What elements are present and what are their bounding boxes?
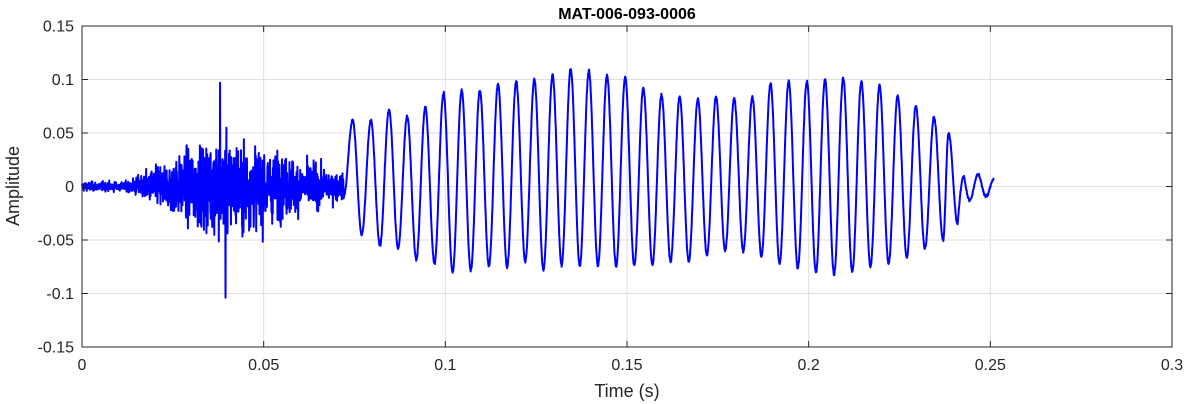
y-tick-label: -0.15 (38, 340, 75, 357)
y-tick-label: 0.05 (43, 126, 74, 143)
x-tick-label: 0 (78, 357, 87, 374)
x-tick-label: 0.15 (611, 357, 642, 374)
chart-title: MAT-006-093-0006 (558, 6, 696, 23)
x-tick-label: 0.05 (248, 357, 279, 374)
x-tick-label: 0.25 (975, 357, 1006, 374)
waveform-series (81, 68, 995, 299)
y-axis-label: Amplitude (3, 146, 23, 226)
y-tick-label: 0.15 (43, 19, 74, 36)
x-tick-label: 0.2 (798, 357, 820, 374)
x-tick-label: 0.3 (1161, 357, 1183, 374)
y-tick-label: -0.1 (46, 286, 74, 303)
y-tick-label: 0.1 (52, 72, 74, 89)
ticks: 0 0.05 0.1 0.15 0.2 0.25 0.3 -0.15 -0.1 -0.05 0 0.0… (38, 19, 1184, 375)
y-tick-label: 0 (65, 179, 74, 196)
x-axis-label: Time (s) (594, 381, 659, 401)
x-tick-label: 0.1 (434, 357, 456, 374)
y-tick-label: -0.05 (38, 233, 75, 250)
signal-layer (81, 68, 995, 299)
